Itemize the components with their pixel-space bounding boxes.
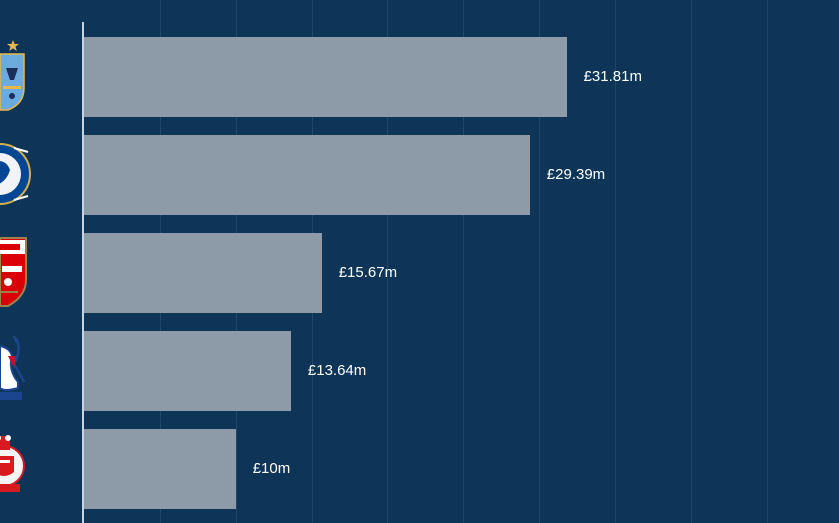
grid-line	[463, 0, 465, 523]
bar	[84, 135, 530, 215]
bar	[84, 37, 567, 117]
chelsea-crest-icon	[0, 138, 32, 208]
bar	[84, 233, 322, 313]
y-axis-line	[82, 22, 84, 523]
grid-line	[690, 0, 692, 523]
crystal-palace-crest-icon	[0, 334, 32, 404]
grid-line	[539, 0, 541, 523]
bar-value-label: £10m	[252, 460, 291, 477]
bar-value-label: £13.64m	[307, 362, 367, 379]
bar-value-label: £31.81m	[583, 68, 642, 85]
bar	[84, 331, 291, 411]
grid-line	[766, 0, 768, 523]
manchester-city-crest-icon	[0, 38, 32, 111]
arsenal-crest-icon	[0, 236, 32, 307]
southampton-crest-icon	[0, 430, 32, 500]
bar-value-label: £29.39m	[546, 166, 606, 183]
grid-line	[615, 0, 616, 523]
bar-value-label: £15.67m	[338, 264, 398, 281]
bar	[84, 429, 236, 509]
grid-line	[387, 0, 389, 523]
